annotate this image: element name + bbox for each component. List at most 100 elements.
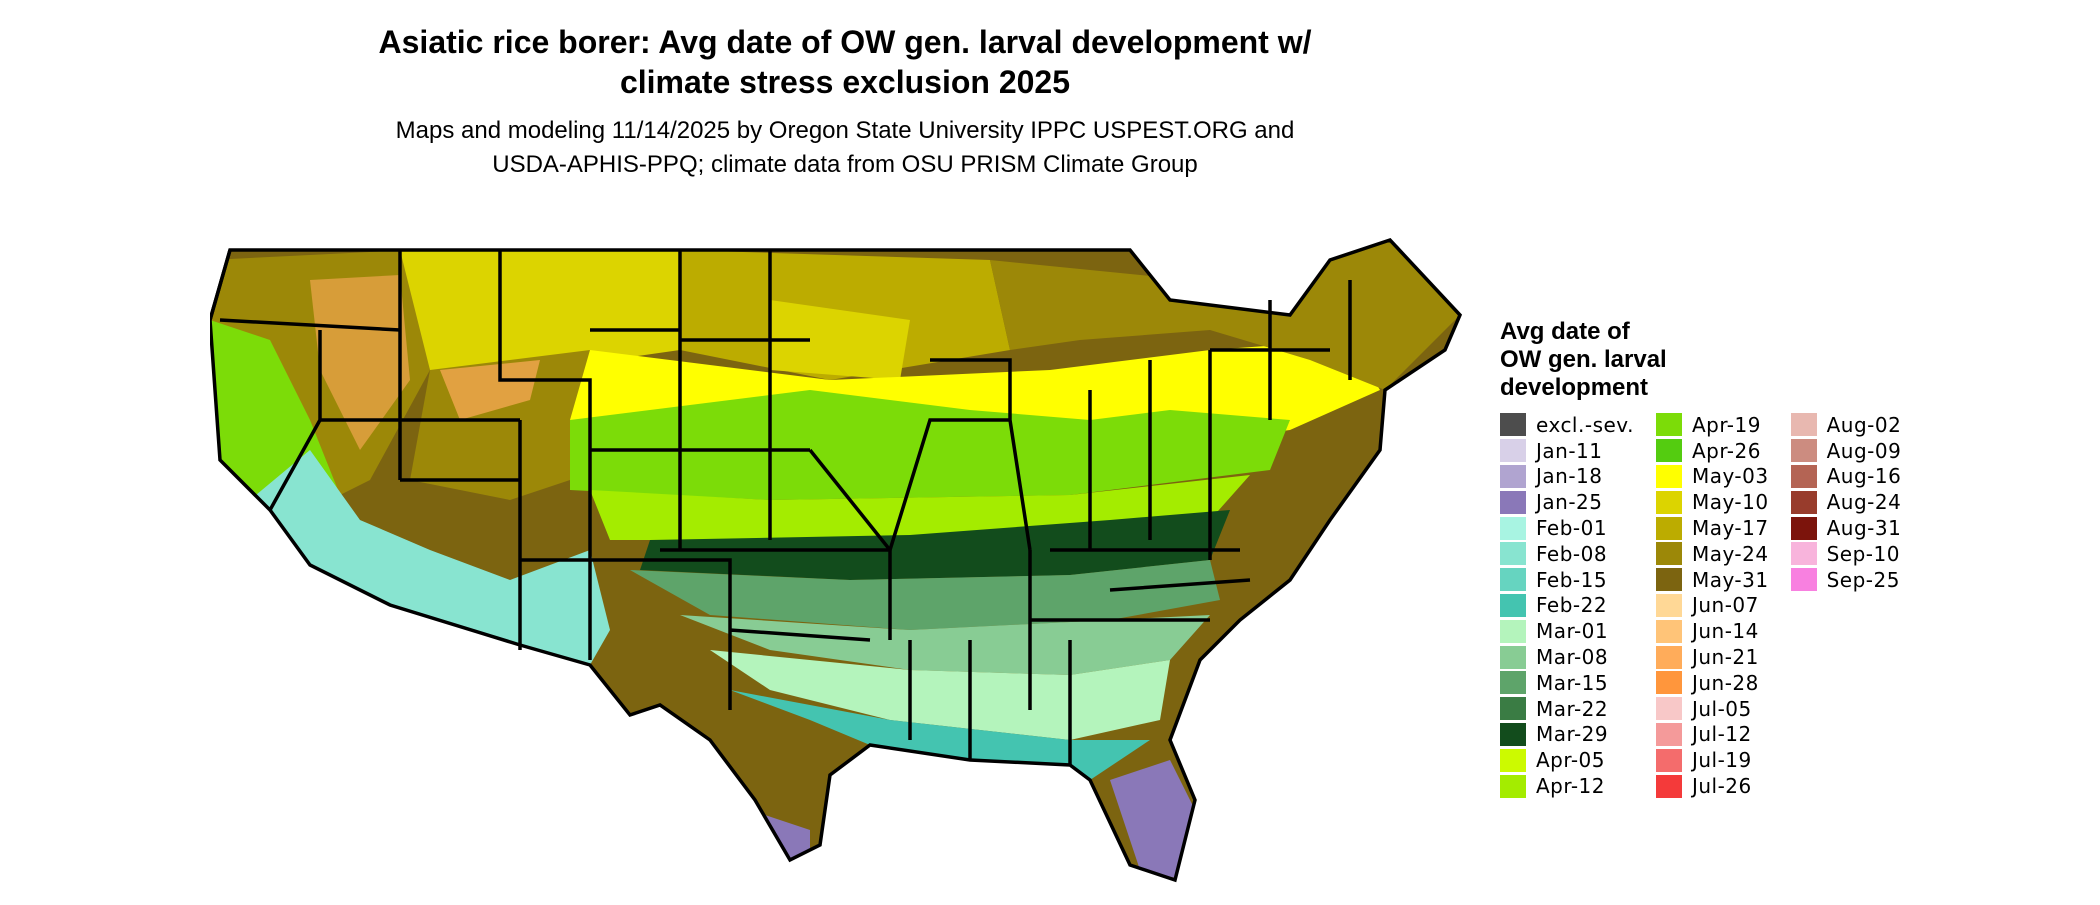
legend-item: Sep-10 bbox=[1790, 541, 1902, 567]
legend-swatch bbox=[1655, 516, 1682, 540]
legend-label: Jan-18 bbox=[1536, 464, 1603, 489]
legend-item: Apr-26 bbox=[1655, 438, 1769, 464]
legend-item: Jun-07 bbox=[1655, 593, 1769, 619]
legend-label: Apr-12 bbox=[1536, 774, 1605, 799]
legend-item: Aug-09 bbox=[1790, 438, 1902, 464]
legend-swatch bbox=[1655, 568, 1682, 592]
legend-swatch bbox=[1500, 516, 1526, 540]
legend-swatch bbox=[1655, 645, 1682, 669]
legend-item: Jun-14 bbox=[1655, 618, 1769, 644]
legend-swatch bbox=[1655, 464, 1682, 488]
map-color-zones bbox=[210, 240, 1460, 880]
map-subtitle: Maps and modeling 11/14/2025 by Oregon S… bbox=[395, 117, 1295, 178]
legend: Avg date of OW gen. larval development e… bbox=[1500, 318, 1901, 799]
legend-item: Feb-15 bbox=[1500, 567, 1634, 593]
legend-swatch bbox=[1655, 671, 1682, 695]
legend-swatch bbox=[1790, 568, 1817, 592]
legend-columns: excl.-sev. Jan-11 Jan-18 Jan-25 Feb-01 Feb-08… bbox=[1500, 412, 1901, 799]
legend-label: Apr-19 bbox=[1691, 412, 1761, 437]
legend-label: Mar-29 bbox=[1536, 722, 1609, 747]
legend-swatch bbox=[1655, 774, 1682, 798]
legend-swatch bbox=[1500, 645, 1526, 669]
legend-item: Jan-11 bbox=[1500, 438, 1634, 464]
legend-label: May-24 bbox=[1691, 541, 1769, 566]
legend-column: Aug-02 Aug-09 Aug-16 Aug-24 Aug-31 Sep-10 Sep-… bbox=[1790, 412, 1902, 799]
legend-label: Jun-14 bbox=[1691, 619, 1759, 644]
legend-item: Jul-12 bbox=[1655, 722, 1769, 748]
legend-label: Jul-05 bbox=[1691, 696, 1752, 721]
legend-item: Jan-25 bbox=[1500, 489, 1634, 515]
legend-item: excl.-sev. bbox=[1500, 412, 1634, 438]
legend-swatch bbox=[1655, 748, 1682, 772]
legend-item: Jul-26 bbox=[1655, 773, 1769, 799]
legend-label: Sep-25 bbox=[1826, 567, 1900, 592]
legend-swatch bbox=[1790, 516, 1817, 540]
legend-swatch bbox=[1500, 593, 1526, 617]
state-borders bbox=[208, 237, 1463, 883]
legend-item: Jun-21 bbox=[1655, 644, 1769, 670]
legend-label: Sep-10 bbox=[1826, 541, 1900, 566]
legend-label: Feb-01 bbox=[1536, 516, 1608, 541]
legend-swatch bbox=[1655, 593, 1682, 617]
legend-label: Jun-21 bbox=[1691, 645, 1759, 670]
legend-label: Aug-24 bbox=[1826, 490, 1902, 515]
legend-swatch bbox=[1500, 413, 1526, 437]
legend-item: Apr-19 bbox=[1655, 412, 1769, 438]
legend-item: Jul-19 bbox=[1655, 747, 1769, 773]
legend-label: Jan-25 bbox=[1536, 490, 1603, 515]
legend-item: Mar-01 bbox=[1500, 618, 1634, 644]
legend-item: Mar-08 bbox=[1500, 644, 1634, 670]
legend-label: Jul-26 bbox=[1691, 774, 1752, 799]
legend-swatch bbox=[1500, 748, 1526, 772]
legend-label: Jan-11 bbox=[1536, 438, 1603, 463]
legend-item: May-17 bbox=[1655, 515, 1769, 541]
legend-label: Jul-19 bbox=[1691, 748, 1752, 773]
legend-swatch bbox=[1655, 439, 1682, 463]
legend-swatch bbox=[1500, 671, 1526, 695]
legend-item: Apr-05 bbox=[1500, 747, 1634, 773]
legend-swatch bbox=[1500, 697, 1526, 721]
legend-label: May-03 bbox=[1691, 464, 1769, 489]
legend-item: May-24 bbox=[1655, 541, 1769, 567]
legend-label: May-17 bbox=[1691, 516, 1769, 541]
legend-swatch bbox=[1655, 722, 1682, 746]
legend-item: Jul-05 bbox=[1655, 696, 1769, 722]
legend-swatch bbox=[1500, 464, 1526, 488]
legend-label: excl.-sev. bbox=[1536, 412, 1634, 437]
legend-label: Jul-12 bbox=[1691, 722, 1752, 747]
legend-swatch bbox=[1500, 722, 1526, 746]
legend-item: Mar-29 bbox=[1500, 722, 1634, 748]
legend-swatch bbox=[1655, 413, 1682, 437]
legend-item: Aug-16 bbox=[1790, 464, 1902, 490]
legend-label: Apr-05 bbox=[1536, 748, 1605, 773]
legend-label: Feb-15 bbox=[1536, 567, 1608, 592]
legend-swatch bbox=[1655, 542, 1682, 566]
legend-label: Mar-22 bbox=[1536, 696, 1609, 721]
legend-swatch bbox=[1790, 542, 1817, 566]
legend-swatch bbox=[1500, 542, 1526, 566]
legend-column: excl.-sev. Jan-11 Jan-18 Jan-25 Feb-01 Feb-08… bbox=[1500, 412, 1634, 799]
legend-item: Jan-18 bbox=[1500, 464, 1634, 490]
legend-item: Mar-22 bbox=[1500, 696, 1634, 722]
legend-swatch bbox=[1790, 413, 1817, 437]
legend-item: Aug-02 bbox=[1790, 412, 1902, 438]
legend-label: Mar-01 bbox=[1536, 619, 1609, 644]
legend-label: Mar-08 bbox=[1536, 645, 1609, 670]
legend-item: Aug-31 bbox=[1790, 515, 1902, 541]
legend-item: May-10 bbox=[1655, 489, 1769, 515]
legend-item: Feb-08 bbox=[1500, 541, 1634, 567]
legend-swatch bbox=[1500, 439, 1526, 463]
legend-swatch bbox=[1500, 619, 1526, 643]
us-map-svg bbox=[208, 237, 1463, 883]
legend-label: Aug-31 bbox=[1826, 516, 1902, 541]
legend-swatch bbox=[1655, 697, 1682, 721]
legend-title: Avg date of OW gen. larval development bbox=[1500, 318, 1667, 401]
legend-item: Jun-28 bbox=[1655, 670, 1769, 696]
legend-item: Aug-24 bbox=[1790, 489, 1902, 515]
legend-item: Mar-15 bbox=[1500, 670, 1634, 696]
legend-swatch bbox=[1500, 568, 1526, 592]
legend-label: Jun-07 bbox=[1691, 593, 1759, 618]
legend-column: Apr-19 Apr-26 May-03 May-10 May-17 May-24 May-… bbox=[1655, 412, 1769, 799]
legend-swatch bbox=[1655, 619, 1682, 643]
legend-label: May-31 bbox=[1691, 567, 1769, 592]
